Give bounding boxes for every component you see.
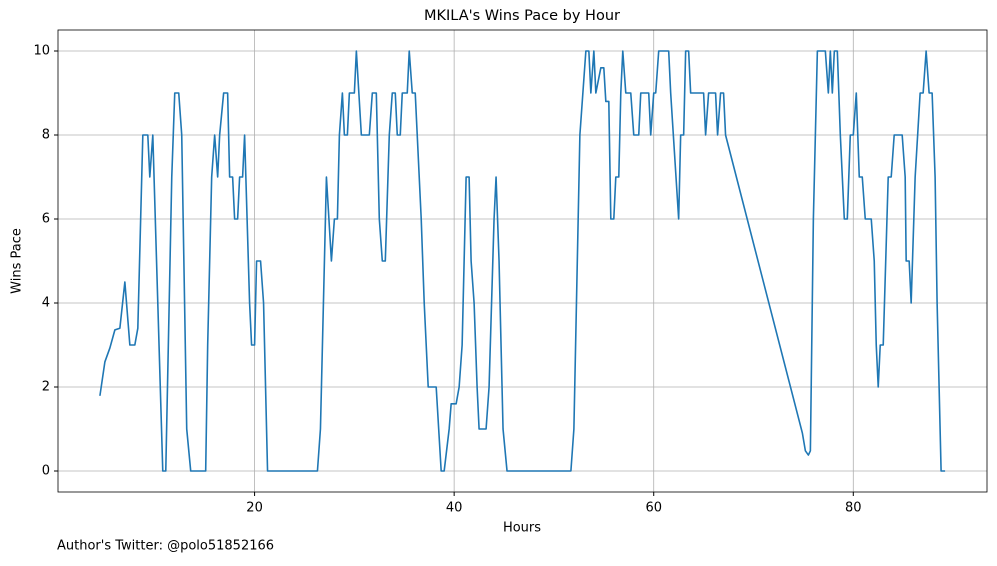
chart-title: MKILA's Wins Pace by Hour xyxy=(424,8,620,24)
y-tick-label: 2 xyxy=(42,380,50,395)
x-tick-label: 20 xyxy=(246,501,263,516)
y-tick-label: 0 xyxy=(42,464,50,479)
x-tick-label: 40 xyxy=(446,501,463,516)
plot-frame xyxy=(57,29,988,493)
y-tick-label: 6 xyxy=(42,212,50,227)
x-tick-label: 60 xyxy=(645,501,662,516)
x-axis-label: Hours xyxy=(503,521,541,536)
y-axis-label: Wins Pace xyxy=(10,228,25,294)
data-line xyxy=(99,50,946,472)
y-tick-label: 8 xyxy=(42,128,50,143)
footnote: Author's Twitter: @polo51852166 xyxy=(57,539,274,554)
x-tick-label: 80 xyxy=(845,501,862,516)
y-tick-label: 4 xyxy=(42,296,50,311)
y-tick-label: 10 xyxy=(33,44,50,59)
